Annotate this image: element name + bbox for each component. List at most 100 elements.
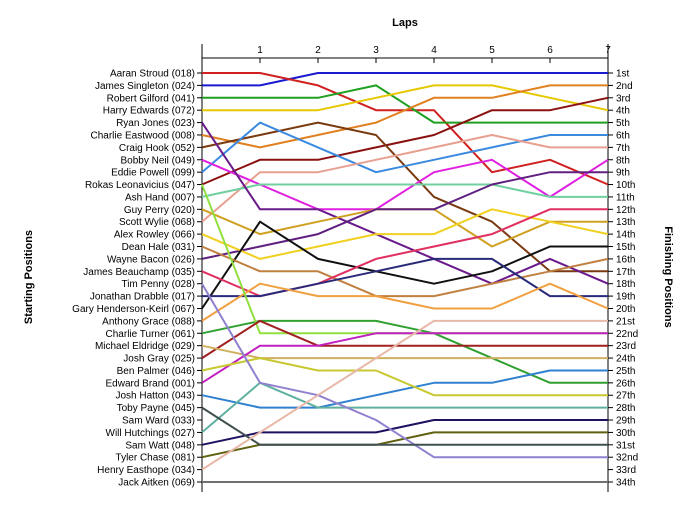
starting-position-label: Josh Hatton (043) xyxy=(116,391,196,402)
series-line-23 xyxy=(201,319,608,359)
finishing-position-label: 29th xyxy=(616,416,635,427)
finishing-position-label: 13th xyxy=(616,217,635,228)
starting-position-label: Sam Watt (048) xyxy=(125,440,195,451)
finishing-position-label: 1st xyxy=(616,69,630,80)
starting-position-label: Jack Aitken (069) xyxy=(118,478,195,489)
y-axis-label-right: Finishing Positions xyxy=(662,226,674,327)
series-line-12 xyxy=(201,122,609,285)
finishing-position-label: 15th xyxy=(616,242,635,253)
starting-position-label: Gary Henderson-Keirl (067) xyxy=(72,304,195,315)
finishing-position-label: 12th xyxy=(616,205,635,216)
starting-position-label: Henry Easthope (034) xyxy=(97,465,195,476)
starting-position-label: Harry Edwards (072) xyxy=(103,106,195,117)
starting-position-label: Will Hutchings (027) xyxy=(106,428,195,439)
series-line-11 xyxy=(201,183,608,198)
starting-position-label: Edward Brand (001) xyxy=(106,378,196,389)
finishing-position-label: 17th xyxy=(616,267,635,278)
finishing-position-label: 10th xyxy=(616,180,635,191)
starting-position-label: Dean Hale (031) xyxy=(122,242,195,253)
axes xyxy=(197,44,613,492)
x-tick-label: 5 xyxy=(489,45,495,56)
series-line-17 xyxy=(201,245,609,298)
finishing-position-label: 18th xyxy=(616,279,635,290)
series-lines xyxy=(201,72,609,483)
starting-position-label: Guy Perry (020) xyxy=(124,205,195,216)
series-line-8 xyxy=(201,121,608,174)
series-line-31 xyxy=(201,283,608,459)
finishing-position-label: 28th xyxy=(616,403,635,414)
finishing-position-label: 26th xyxy=(616,378,635,389)
finishing-position-label: 21st xyxy=(616,316,635,327)
starting-position-label: Charlie Turner (061) xyxy=(106,329,195,340)
finishing-position-label: 33rd xyxy=(616,465,636,476)
starting-position-label: Ash Hand (007) xyxy=(125,192,195,203)
finishing-labels: 1st2nd3rd4th5th6th7th8th9th10th11th12th1… xyxy=(616,69,638,489)
y-axis-label-left: Starting Positions xyxy=(23,230,35,324)
starting-position-label: James Singleton (024) xyxy=(95,81,195,92)
finishing-position-label: 23rd xyxy=(616,341,636,352)
series-line-10 xyxy=(201,158,609,211)
series-line-5 xyxy=(201,84,608,149)
starting-position-label: Eddie Powell (099) xyxy=(111,168,195,179)
finishing-position-label: 9th xyxy=(616,168,630,179)
finishing-position-label: 27th xyxy=(616,391,635,402)
x-tick-label: 4 xyxy=(431,45,437,56)
starting-position-label: Craig Hook (052) xyxy=(119,143,195,154)
starting-position-label: Jonathan Drabble (017) xyxy=(90,292,195,303)
series-line-4 xyxy=(202,84,609,112)
x-tick-label: 2 xyxy=(315,45,321,56)
starting-labels: Aaran Stroud (018)James Singleton (024)R… xyxy=(72,69,195,489)
starting-position-label: Rokas Leonavicius (047) xyxy=(85,180,195,191)
finishing-position-label: 22nd xyxy=(616,329,638,340)
finishing-position-label: 31st xyxy=(616,440,635,451)
starting-position-label: Alex Rowley (066) xyxy=(114,230,195,241)
starting-position-label: Charlie Eastwood (008) xyxy=(91,130,196,141)
finishing-position-label: 16th xyxy=(616,254,635,265)
starting-position-label: Robert Gilford (041) xyxy=(107,93,195,104)
finishing-position-label: 24th xyxy=(616,354,635,365)
finishing-position-label: 6th xyxy=(616,130,630,141)
starting-position-label: Ben Palmer (046) xyxy=(117,366,195,377)
series-line-20 xyxy=(201,282,609,322)
finishing-position-label: 11th xyxy=(616,192,635,203)
series-line-25 xyxy=(201,369,608,409)
starting-position-label: Tim Penny (028) xyxy=(121,279,195,290)
starting-position-label: Tyler Chase (081) xyxy=(116,453,195,464)
starting-position-label: Anthony Grace (088) xyxy=(102,316,195,327)
finishing-position-label: 7th xyxy=(616,143,630,154)
series-line-19 xyxy=(202,257,608,298)
finishing-position-label: 19th xyxy=(616,292,635,303)
chart-title: Laps xyxy=(392,17,418,29)
series-line-3 xyxy=(202,84,608,124)
finishing-position-label: 3rd xyxy=(616,93,630,104)
series-line-26 xyxy=(201,332,608,384)
starting-position-label: Josh Gray (025) xyxy=(123,354,195,365)
series-line-27 xyxy=(201,357,608,397)
starting-position-label: Bobby Neil (049) xyxy=(121,155,195,166)
series-line-13 xyxy=(201,208,608,248)
series-line-2 xyxy=(202,72,609,186)
x-tick-label: 7 xyxy=(605,45,611,56)
series-line-9 xyxy=(201,134,608,223)
series-line-1 xyxy=(202,72,608,87)
finishing-position-label: 14th xyxy=(616,230,635,241)
starting-position-label: Ryan Jones (023) xyxy=(116,118,195,129)
starting-position-label: Wayne Bacon (026) xyxy=(107,254,195,265)
starting-position-label: Michael Eldridge (029) xyxy=(95,341,195,352)
x-tick-label: 1 xyxy=(257,45,263,56)
series-line-29 xyxy=(201,419,608,446)
finishing-position-label: 32nd xyxy=(616,453,638,464)
finishing-position-label: 30th xyxy=(616,428,635,439)
finishing-position-label: 8th xyxy=(616,155,630,166)
starting-position-label: Sam Ward (033) xyxy=(122,416,195,427)
finishing-position-label: 34th xyxy=(616,478,635,489)
starting-position-label: Aaran Stroud (018) xyxy=(110,69,195,80)
series-line-15 xyxy=(201,208,609,260)
finishing-position-label: 5th xyxy=(616,118,630,129)
finishing-position-label: 25th xyxy=(616,366,635,377)
x-tick-labels: 1 2 3 4 5 6 7 xyxy=(257,45,611,56)
starting-position-label: James Beauchamp (035) xyxy=(83,267,195,278)
series-line-21 xyxy=(201,319,608,384)
x-tick-label: 3 xyxy=(373,45,379,56)
